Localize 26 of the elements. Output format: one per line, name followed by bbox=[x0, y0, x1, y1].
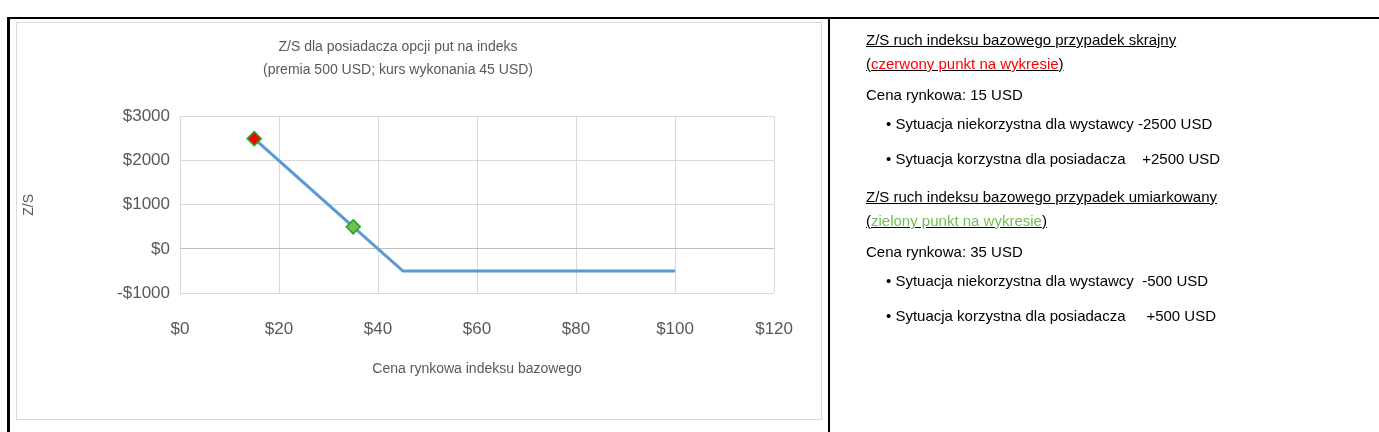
text: Z/S ruch indeksu bazowego przypadek skrajny bbox=[866, 30, 1178, 50]
text: Cena rynkowa: 15 USD bbox=[866, 86, 1024, 103]
text: (czerwony punkt na wykresie) bbox=[866, 54, 1065, 74]
y-axis-title: Z/S bbox=[20, 193, 37, 216]
x-tick-label: $40 bbox=[363, 318, 393, 338]
chart-subtitle: (premia 500 USD; kurs wykonania 45 USD) bbox=[263, 61, 533, 78]
text: (zielony punkt na wykresie) bbox=[866, 211, 1048, 231]
y-tick-label: $3000 bbox=[122, 106, 170, 126]
x-tick-label: $80 bbox=[561, 318, 591, 338]
y-tick-label: $2000 bbox=[122, 150, 170, 170]
text: Cena rynkowa: 35 USD bbox=[866, 243, 1024, 260]
x-tick-label: $100 bbox=[656, 318, 694, 338]
chart-title: Z/S dla posiadacza opcji put na indeks bbox=[278, 38, 518, 55]
text: • Sytuacja niekorzystna dla wystawcy -2500 USD bbox=[886, 115, 1214, 132]
text: • Sytuacja korzystna dla posiadacza +2500 USD bbox=[886, 150, 1222, 167]
y-tick-label: -$1000 bbox=[117, 282, 170, 302]
x-axis-title: Cena rynkowa indeksu bazowego bbox=[372, 360, 582, 377]
y-tick-label: $1000 bbox=[122, 194, 170, 214]
x-tick-label: $120 bbox=[755, 318, 793, 338]
text: • Sytuacja korzystna dla posiadacza +500 USD bbox=[886, 307, 1217, 324]
x-tick-label: $60 bbox=[462, 318, 492, 338]
x-tick-label: $20 bbox=[264, 318, 294, 338]
text: • Sytuacja niekorzystna dla wystawcy -500 USD bbox=[886, 272, 1210, 289]
y-tick-label: $0 bbox=[151, 238, 170, 258]
text: Z/S ruch indeksu bazowego przypadek umiarkowany bbox=[866, 187, 1218, 207]
x-tick-label: $0 bbox=[170, 318, 190, 338]
